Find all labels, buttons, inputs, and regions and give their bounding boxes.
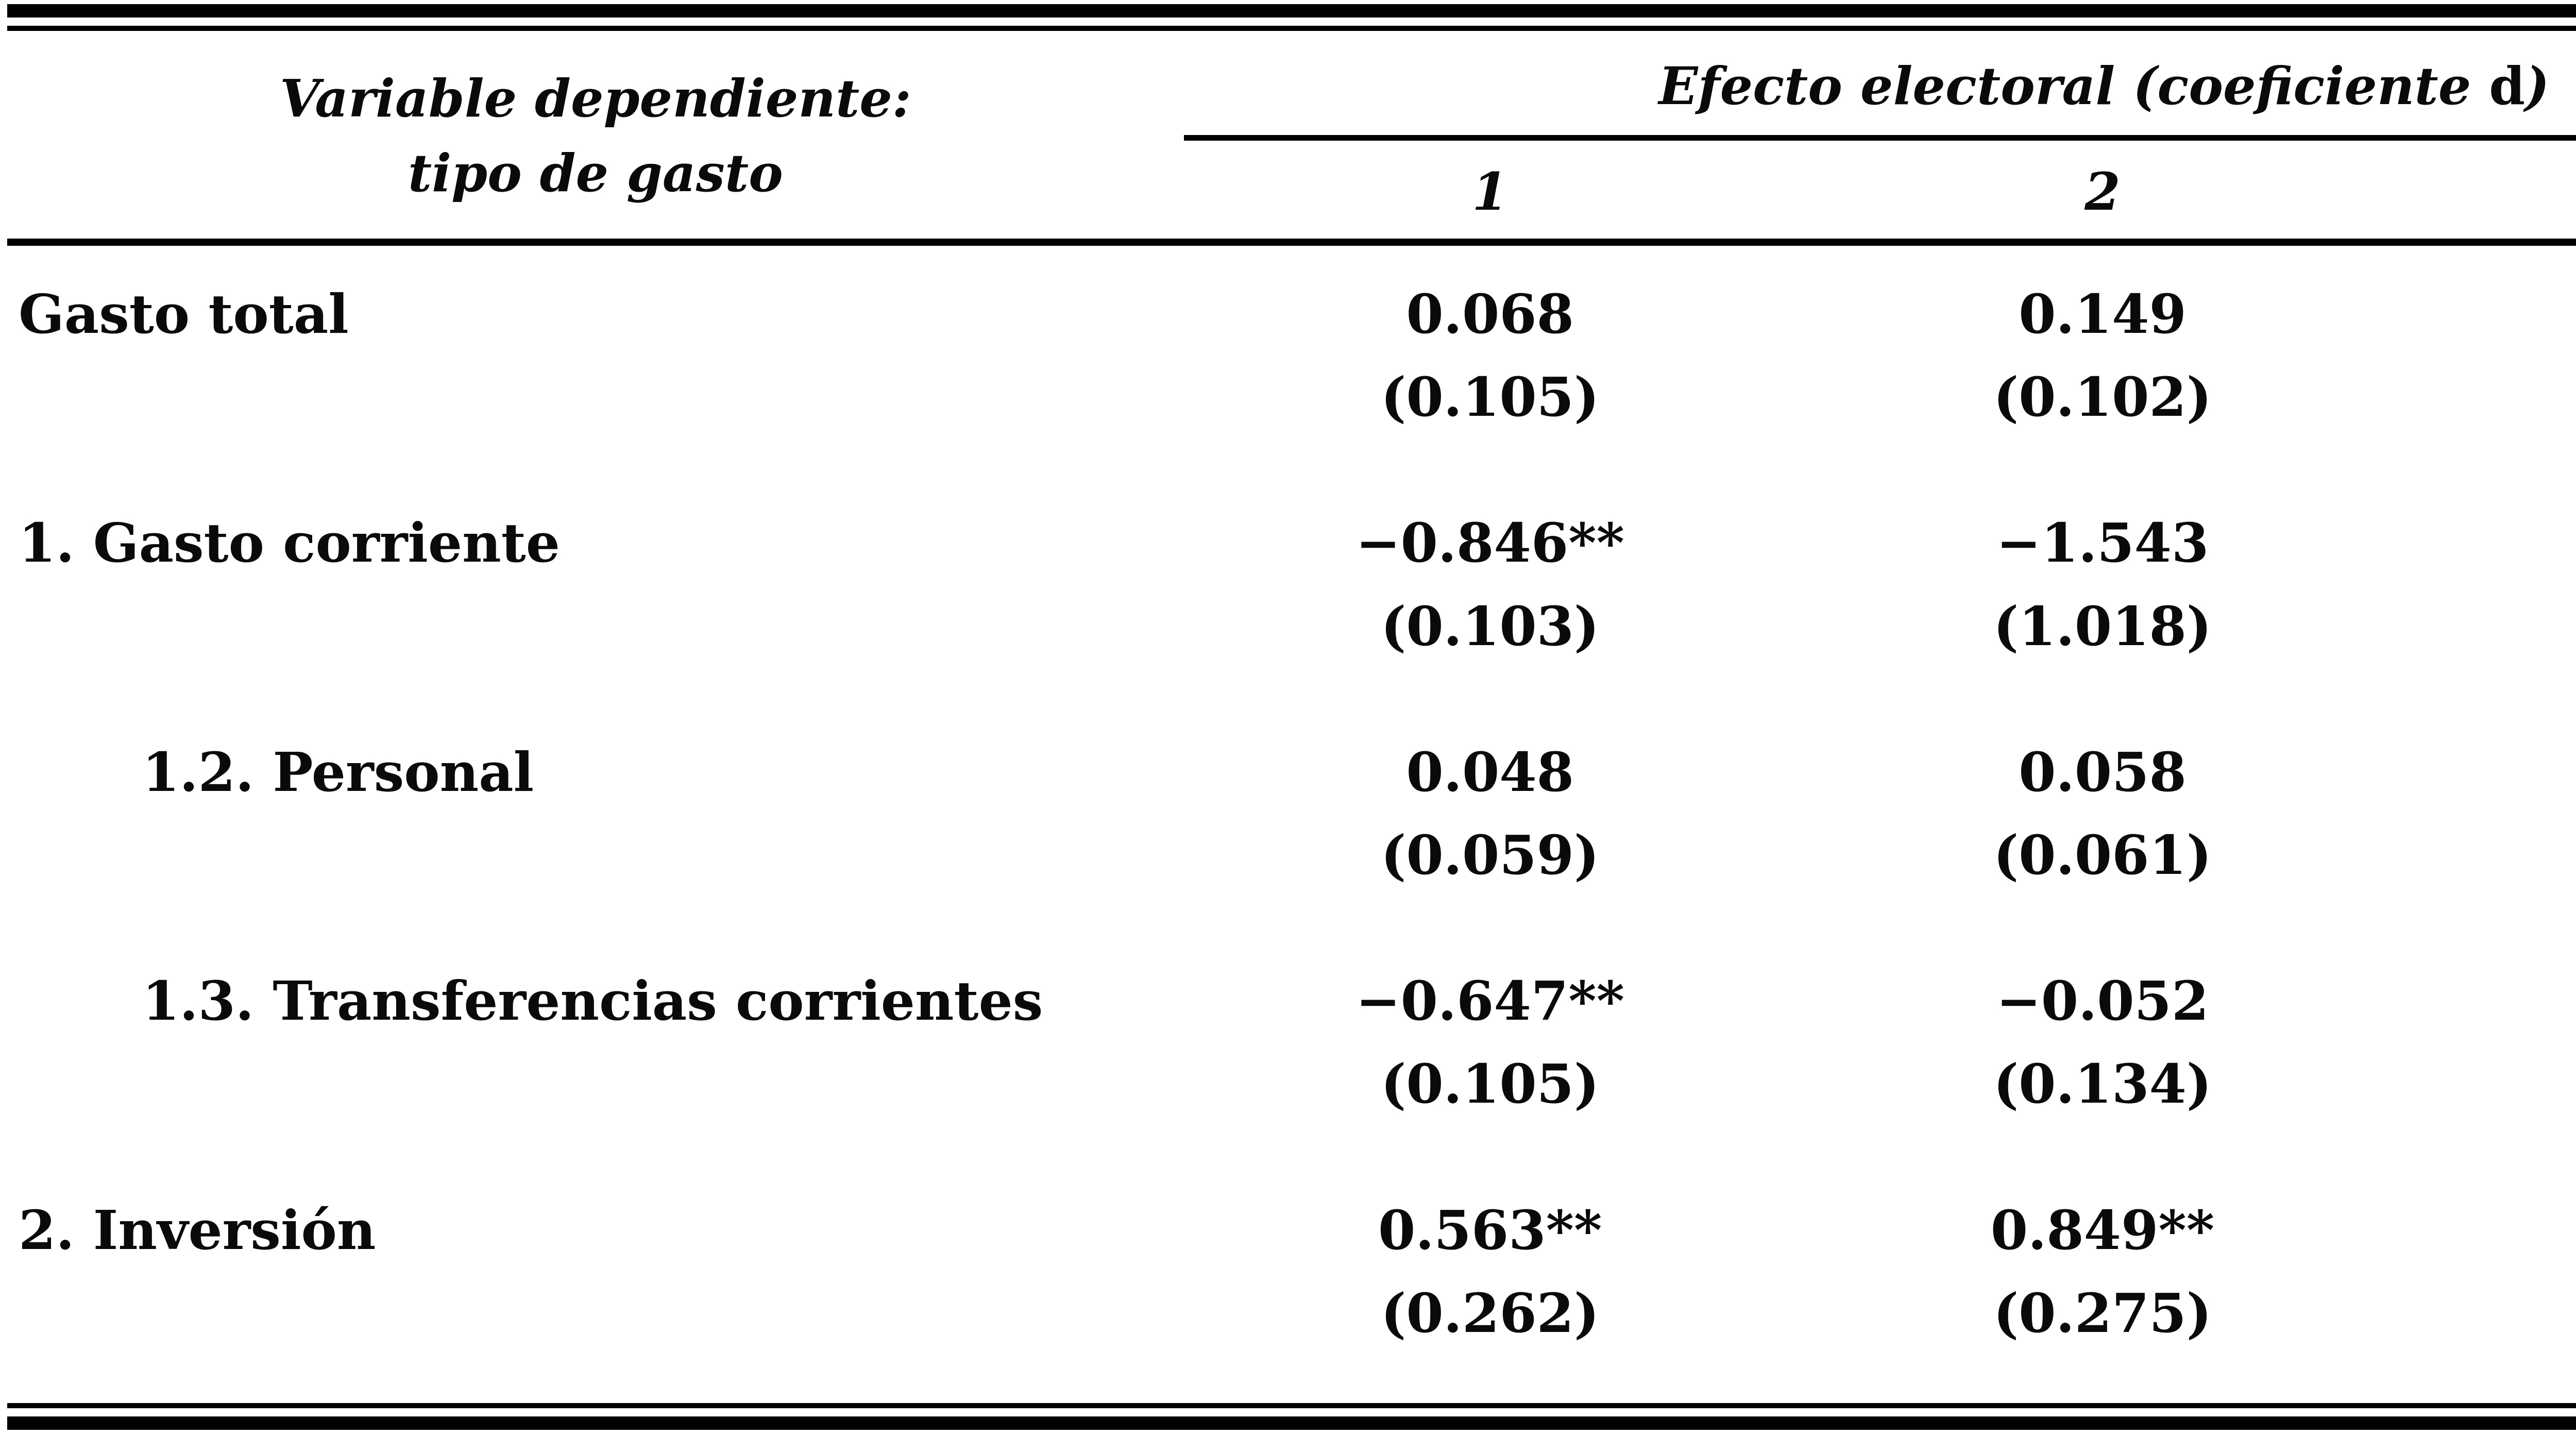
header-separator-rule xyxy=(7,239,2576,246)
stderr-cell: (0.105) xyxy=(1381,1052,1600,1116)
header-left-line1: Variable dependiente: xyxy=(280,67,911,129)
coefficient-cell: 0.148 xyxy=(2409,273,2576,356)
table-row: 1.2. Personal 0.048 0.058 0.053 (0.059) … xyxy=(7,731,2576,897)
header-left: Variable dependiente: tipo de gasto xyxy=(7,46,1184,225)
header-left-line2: tipo de gasto xyxy=(408,142,783,204)
row-label: 2. Inversión xyxy=(19,1198,376,1262)
stderr-cell: (0.275) xyxy=(1993,1281,2212,1345)
table-body: Gasto total 0.068 0.149 0.148 (0.105) (0… xyxy=(7,246,2576,1403)
row-label-spacer xyxy=(7,356,1184,438)
top-rule-thin xyxy=(7,26,2576,31)
stderr-cell: (0.275) xyxy=(2409,1272,2576,1355)
row-label-spacer xyxy=(7,585,1184,668)
bottom-rule-thick xyxy=(7,1416,2576,1430)
row-label-spacer xyxy=(7,1042,1184,1125)
coefficient-cell: −0.052 xyxy=(1996,969,2209,1033)
coefficient-cell: −0.846** xyxy=(1355,511,1624,575)
table-header: Variable dependiente: tipo de gasto Efec… xyxy=(7,31,2576,239)
coefficient-cell: 0.843** xyxy=(2409,1189,2576,1272)
stderr-cell: (0.103) xyxy=(1381,594,1600,658)
row-label: Gasto total xyxy=(19,282,349,346)
stderr-cell: (0.102) xyxy=(2409,356,2576,438)
table-row: Gasto total 0.068 0.149 0.148 (0.105) (0… xyxy=(7,273,2576,438)
stderr-cell: (0.262) xyxy=(1381,1281,1600,1345)
coefficient-cell: 0.048 xyxy=(1406,740,1574,804)
row-label-spacer xyxy=(7,1272,1184,1355)
row-label: 1.3. Transferencias corrientes xyxy=(142,969,1043,1033)
row-label: 1.2. Personal xyxy=(142,740,534,804)
table-row: 1.3. Transferencias corrientes −0.647** … xyxy=(7,959,2576,1125)
column-header-2: 2 xyxy=(2084,161,2121,222)
row-label: 1. Gasto corriente xyxy=(19,511,560,575)
coefficient-cell: 0.149 xyxy=(2019,282,2187,346)
coefficient-cell: −0.647** xyxy=(1355,969,1624,1033)
coefficient-cell: 0.053 xyxy=(2409,731,2576,814)
table-footer-rules xyxy=(7,1403,2576,1430)
table-row: 2. Inversión 0.563** 0.849** 0.843** (0.… xyxy=(7,1189,2576,1355)
table-row: 1. Gasto corriente −0.846** −1.543 −1.56… xyxy=(7,501,2576,667)
bottom-rule-thin xyxy=(7,1403,2576,1408)
stderr-cell: (0.105) xyxy=(1381,365,1600,429)
coefficient-cell: 0.058 xyxy=(2019,740,2187,804)
stderr-cell: (0.059) xyxy=(1381,823,1600,887)
coefficient-cell: −1.543 xyxy=(1996,511,2209,575)
top-rule-thick xyxy=(7,4,2576,18)
row-label-spacer xyxy=(7,814,1184,897)
coefficient-cell: 0.068 xyxy=(1406,282,1574,346)
stderr-cell: (0.102) xyxy=(1993,365,2212,429)
header-span-coefficient-symbol: d xyxy=(2489,56,2526,116)
column-header-3: 3 xyxy=(2409,141,2576,225)
header-span-prefix: Efecto electoral (coeficiente xyxy=(1658,56,2489,116)
coefficient-cell: −1.561 xyxy=(2409,501,2576,584)
stderr-cell: (1.018) xyxy=(1993,594,2212,658)
stderr-cell: (0.061) xyxy=(2409,814,2576,897)
stderr-cell: (0.134) xyxy=(1993,1052,2212,1116)
coefficient-cell: 0.849** xyxy=(1990,1198,2215,1262)
header-span-efecto-electoral: Efecto electoral (coeficiente d) xyxy=(1183,46,2576,141)
stderr-cell: (0.133) xyxy=(2409,1042,2576,1125)
header-span-suffix: ) xyxy=(2525,56,2550,116)
column-header-1: 1 xyxy=(1472,161,1508,222)
stderr-cell: (0.061) xyxy=(1993,823,2212,887)
coefficient-cell: 0.563** xyxy=(1378,1198,1602,1262)
coefficient-cell: −0.049 xyxy=(2409,959,2576,1042)
stderr-cell: (1.020) xyxy=(2409,585,2576,668)
